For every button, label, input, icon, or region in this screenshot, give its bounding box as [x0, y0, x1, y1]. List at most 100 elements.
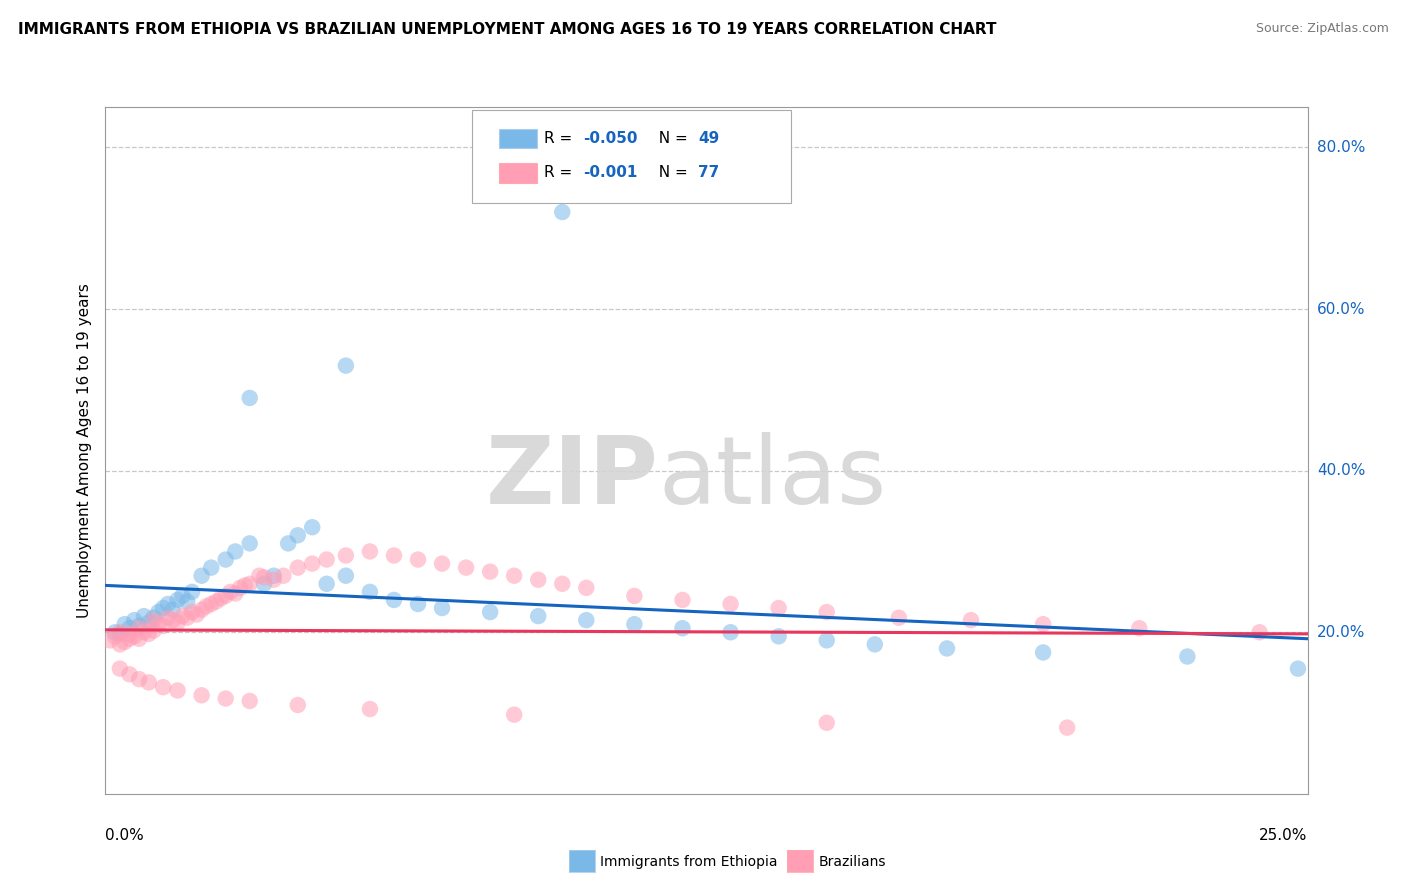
Point — [209, 591, 232, 606]
Point — [720, 597, 742, 611]
Point — [479, 565, 502, 579]
Point — [108, 637, 131, 651]
Point — [104, 629, 127, 643]
Point — [1032, 617, 1054, 632]
Point — [124, 629, 146, 643]
Point — [503, 568, 526, 582]
Point — [162, 613, 184, 627]
Point — [152, 680, 174, 694]
Point — [142, 613, 165, 627]
Point — [430, 557, 453, 571]
Point — [1249, 625, 1271, 640]
Text: 0.0%: 0.0% — [105, 828, 145, 843]
Point — [720, 625, 742, 640]
Text: 40.0%: 40.0% — [1317, 463, 1365, 478]
Point — [166, 593, 188, 607]
Text: 80.0%: 80.0% — [1317, 140, 1365, 155]
Point — [104, 625, 127, 640]
Point — [247, 568, 270, 582]
Point — [768, 629, 790, 643]
Point — [132, 625, 155, 640]
Point — [815, 605, 838, 619]
Point — [108, 625, 131, 640]
Point — [118, 621, 141, 635]
Point — [176, 594, 198, 608]
Point — [172, 609, 194, 624]
Point — [166, 615, 188, 630]
Point — [148, 605, 170, 619]
Text: Source: ZipAtlas.com: Source: ZipAtlas.com — [1256, 22, 1389, 36]
Point — [454, 560, 477, 574]
Point — [152, 601, 174, 615]
Point — [239, 536, 262, 550]
Point — [233, 578, 256, 592]
Point — [152, 619, 174, 633]
Point — [551, 576, 574, 591]
Point — [205, 594, 228, 608]
Point — [315, 576, 337, 591]
Point — [359, 544, 381, 558]
Text: 25.0%: 25.0% — [1260, 828, 1308, 843]
Point — [263, 573, 285, 587]
Point — [960, 613, 983, 627]
Point — [181, 605, 204, 619]
Point — [114, 617, 136, 632]
Point — [98, 633, 121, 648]
Text: Immigrants from Ethiopia: Immigrants from Ethiopia — [600, 855, 778, 869]
Point — [287, 528, 309, 542]
Text: Brazilians: Brazilians — [818, 855, 886, 869]
Point — [815, 715, 838, 730]
Point — [575, 581, 598, 595]
Point — [359, 702, 381, 716]
Point — [671, 593, 693, 607]
Text: -0.050: -0.050 — [582, 131, 637, 146]
Point — [156, 597, 179, 611]
Text: -0.001: -0.001 — [582, 166, 637, 180]
Point — [239, 391, 262, 405]
Point — [108, 627, 131, 641]
Point — [229, 581, 252, 595]
Point — [768, 601, 790, 615]
Point — [186, 607, 208, 622]
Point — [527, 573, 550, 587]
Point — [138, 675, 160, 690]
Point — [181, 585, 204, 599]
Point — [128, 632, 150, 646]
Point — [273, 568, 295, 582]
Point — [162, 602, 184, 616]
Text: 60.0%: 60.0% — [1317, 301, 1365, 317]
Point — [200, 560, 222, 574]
Point — [430, 601, 453, 615]
Point — [315, 552, 337, 566]
Point — [239, 694, 262, 708]
Point — [190, 568, 212, 582]
Point — [382, 549, 405, 563]
Point — [132, 609, 155, 624]
Point — [335, 359, 357, 373]
Point — [142, 611, 165, 625]
Point — [142, 624, 165, 638]
Point — [406, 552, 429, 566]
Y-axis label: Unemployment Among Ages 16 to 19 years: Unemployment Among Ages 16 to 19 years — [76, 283, 91, 618]
Point — [214, 691, 236, 706]
Point — [287, 698, 309, 712]
Point — [176, 611, 198, 625]
Point — [214, 552, 236, 566]
Point — [138, 627, 160, 641]
Point — [936, 641, 959, 656]
Point — [277, 536, 299, 550]
Point — [887, 611, 910, 625]
Point — [623, 617, 645, 632]
Text: ZIP: ZIP — [485, 432, 658, 524]
Point — [118, 632, 141, 646]
Text: N =: N = — [648, 131, 692, 146]
Point — [335, 549, 357, 563]
Point — [219, 585, 242, 599]
Point — [200, 597, 222, 611]
Point — [301, 557, 323, 571]
Point — [382, 593, 405, 607]
Point — [128, 621, 150, 635]
Point — [359, 585, 381, 599]
Point — [1056, 721, 1078, 735]
Point — [224, 586, 246, 600]
